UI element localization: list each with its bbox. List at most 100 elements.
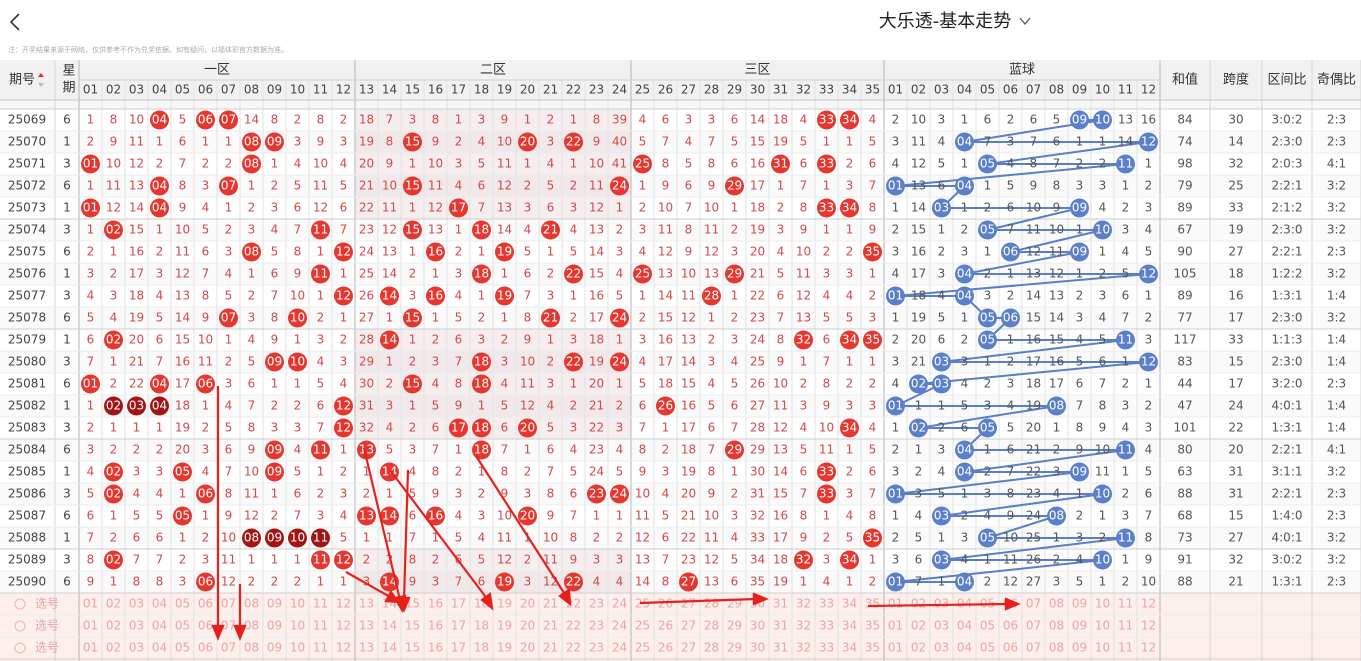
pick-number[interactable]: 04 bbox=[152, 619, 167, 633]
pick-number[interactable]: 34 bbox=[842, 619, 857, 633]
pick-number[interactable]: 12 bbox=[336, 641, 351, 655]
pick-number[interactable]: 05 bbox=[175, 619, 190, 633]
pick-number[interactable]: 23 bbox=[589, 641, 604, 655]
pick-number[interactable]: 02 bbox=[106, 597, 121, 611]
pick-number[interactable]: 16 bbox=[428, 619, 443, 633]
pick-number[interactable]: 29 bbox=[727, 641, 742, 655]
pick-number[interactable]: 27 bbox=[681, 641, 696, 655]
pick-number[interactable]: 08 bbox=[1049, 619, 1064, 633]
pick-number[interactable]: 08 bbox=[244, 619, 259, 633]
pick-number[interactable]: 09 bbox=[267, 619, 282, 633]
pick-number[interactable]: 20 bbox=[520, 641, 535, 655]
pick-number[interactable]: 06 bbox=[198, 619, 213, 633]
pick-number[interactable]: 13 bbox=[359, 619, 374, 633]
pick-number[interactable]: 23 bbox=[589, 597, 604, 611]
pick-number[interactable]: 15 bbox=[405, 641, 420, 655]
pick-number[interactable]: 17 bbox=[451, 619, 466, 633]
pick-number[interactable]: 07 bbox=[221, 597, 236, 611]
pick-number[interactable]: 35 bbox=[865, 619, 880, 633]
pick-number[interactable]: 26 bbox=[658, 597, 673, 611]
pick-number[interactable]: 28 bbox=[704, 641, 719, 655]
pick-number[interactable]: 09 bbox=[1072, 641, 1087, 655]
pick-number[interactable]: 01 bbox=[888, 597, 903, 611]
pick-number[interactable]: 05 bbox=[980, 619, 995, 633]
pick-number[interactable]: 35 bbox=[865, 597, 880, 611]
pick-number[interactable]: 33 bbox=[819, 619, 834, 633]
pick-number[interactable]: 02 bbox=[106, 619, 121, 633]
pick-number[interactable]: 12 bbox=[1141, 619, 1156, 633]
pick-number[interactable]: 22 bbox=[566, 641, 581, 655]
pick-number[interactable]: 14 bbox=[382, 641, 397, 655]
pick-number[interactable]: 33 bbox=[819, 641, 834, 655]
pick-number[interactable]: 06 bbox=[198, 641, 213, 655]
pick-checkbox[interactable] bbox=[14, 642, 26, 654]
pick-number[interactable]: 05 bbox=[175, 597, 190, 611]
pick-checkbox[interactable] bbox=[14, 620, 26, 632]
pick-number[interactable]: 10 bbox=[290, 641, 305, 655]
pick-number[interactable]: 18 bbox=[474, 641, 489, 655]
pick-number[interactable]: 16 bbox=[428, 641, 443, 655]
pick-number[interactable]: 11 bbox=[313, 597, 328, 611]
pick-number[interactable]: 22 bbox=[566, 619, 581, 633]
pick-number[interactable]: 21 bbox=[543, 641, 558, 655]
title-dropdown[interactable] bbox=[1019, 17, 1031, 26]
pick-number[interactable]: 24 bbox=[612, 619, 627, 633]
pick-number[interactable]: 19 bbox=[497, 619, 512, 633]
pick-number[interactable]: 06 bbox=[198, 597, 213, 611]
pick-number[interactable]: 01 bbox=[83, 641, 98, 655]
pick-number[interactable]: 03 bbox=[934, 597, 949, 611]
pick-number[interactable]: 04 bbox=[957, 597, 972, 611]
pick-number[interactable]: 01 bbox=[888, 619, 903, 633]
pick-number[interactable]: 08 bbox=[1049, 597, 1064, 611]
page-title[interactable]: 大乐透-基本走势 bbox=[879, 11, 1012, 32]
pick-number[interactable]: 09 bbox=[1072, 619, 1087, 633]
pick-number[interactable]: 03 bbox=[934, 619, 949, 633]
pick-number[interactable]: 04 bbox=[957, 641, 972, 655]
pick-number[interactable]: 09 bbox=[267, 641, 282, 655]
pick-number[interactable]: 01 bbox=[83, 619, 98, 633]
pick-number[interactable]: 07 bbox=[1026, 619, 1041, 633]
pick-number[interactable]: 10 bbox=[290, 597, 305, 611]
pick-number[interactable]: 10 bbox=[1095, 619, 1110, 633]
pick-number[interactable]: 24 bbox=[612, 597, 627, 611]
pick-number[interactable]: 08 bbox=[244, 597, 259, 611]
pick-number[interactable]: 03 bbox=[129, 597, 144, 611]
pick-number[interactable]: 25 bbox=[635, 619, 650, 633]
pick-number[interactable]: 25 bbox=[635, 641, 650, 655]
pick-number[interactable]: 03 bbox=[129, 619, 144, 633]
pick-number[interactable]: 29 bbox=[727, 619, 742, 633]
pick-number[interactable]: 32 bbox=[796, 597, 811, 611]
pick-number[interactable]: 18 bbox=[474, 619, 489, 633]
pick-number[interactable]: 30 bbox=[750, 619, 765, 633]
pick-number[interactable]: 05 bbox=[175, 641, 190, 655]
pick-number[interactable]: 02 bbox=[106, 641, 121, 655]
pick-number[interactable]: 02 bbox=[911, 597, 926, 611]
pick-number[interactable]: 09 bbox=[267, 597, 282, 611]
pick-number[interactable]: 07 bbox=[221, 641, 236, 655]
pick-number[interactable]: 23 bbox=[589, 619, 604, 633]
pick-number[interactable]: 14 bbox=[382, 619, 397, 633]
back-button[interactable] bbox=[9, 13, 20, 31]
pick-number[interactable]: 24 bbox=[612, 641, 627, 655]
pick-number[interactable]: 28 bbox=[704, 597, 719, 611]
pick-number[interactable]: 11 bbox=[313, 619, 328, 633]
pick-number[interactable]: 20 bbox=[520, 597, 535, 611]
pick-number[interactable]: 12 bbox=[1141, 597, 1156, 611]
pick-number[interactable]: 12 bbox=[1141, 641, 1156, 655]
pick-number[interactable]: 19 bbox=[497, 641, 512, 655]
pick-number[interactable]: 09 bbox=[1072, 597, 1087, 611]
pick-number[interactable]: 19 bbox=[497, 597, 512, 611]
pick-number[interactable]: 02 bbox=[911, 641, 926, 655]
pick-number[interactable]: 10 bbox=[1095, 597, 1110, 611]
pick-checkbox[interactable] bbox=[14, 598, 26, 610]
pick-number[interactable]: 35 bbox=[865, 641, 880, 655]
pick-number[interactable]: 12 bbox=[336, 597, 351, 611]
pick-number[interactable]: 34 bbox=[842, 641, 857, 655]
pick-number[interactable]: 16 bbox=[428, 597, 443, 611]
pick-number[interactable]: 31 bbox=[773, 641, 788, 655]
pick-number[interactable]: 26 bbox=[658, 619, 673, 633]
pick-number[interactable]: 32 bbox=[796, 641, 811, 655]
pick-number[interactable]: 11 bbox=[1118, 641, 1133, 655]
pick-number[interactable]: 11 bbox=[1118, 597, 1133, 611]
pick-number[interactable]: 12 bbox=[336, 619, 351, 633]
